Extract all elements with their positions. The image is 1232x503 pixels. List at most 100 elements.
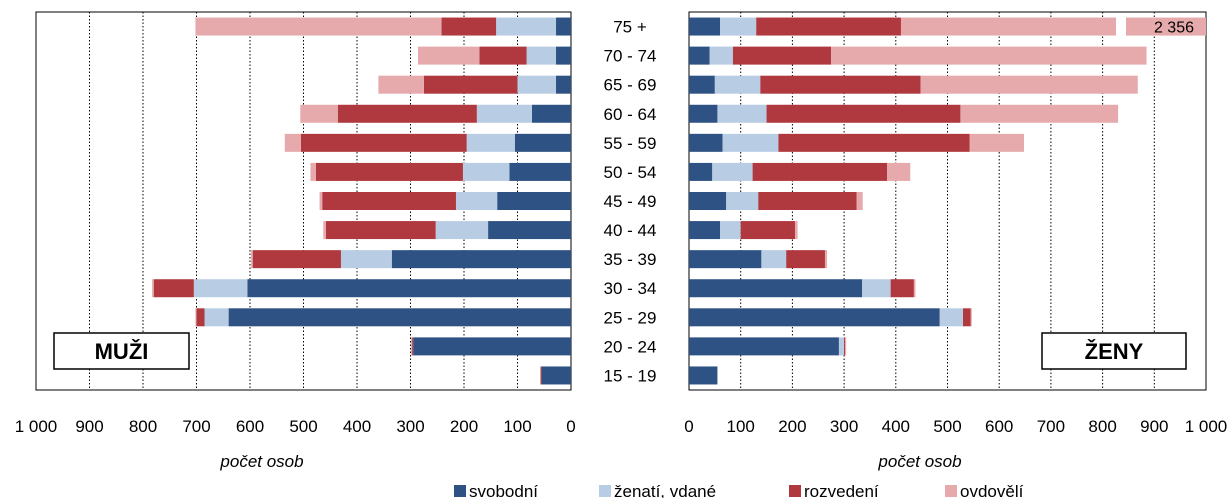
bar-men [540, 366, 542, 385]
bar-women [689, 133, 723, 152]
bar-men [514, 133, 571, 152]
bar-women [824, 250, 828, 269]
bar-men [466, 133, 515, 152]
bar-women [712, 162, 753, 181]
x-tick-label-women: 200 [778, 417, 806, 436]
bar-men [417, 46, 480, 65]
bar-men [541, 366, 571, 385]
bar-women [887, 162, 911, 181]
x-tick-label-women: 600 [985, 417, 1013, 436]
bar-men [412, 337, 414, 356]
category-label: 20 - 24 [604, 337, 657, 356]
bar-women [689, 250, 762, 269]
bar-men [556, 75, 571, 94]
legend-swatch [599, 485, 611, 497]
legend-label: ženatí, vdané [614, 482, 716, 498]
bar-women [689, 46, 710, 65]
x-tick-label-men: 100 [503, 417, 531, 436]
bar-women [761, 250, 787, 269]
x-tick-label-women: 300 [830, 417, 858, 436]
bar-men [556, 17, 571, 36]
category-label: 30 - 34 [604, 279, 657, 298]
bar-women [960, 104, 1119, 123]
bar-men [497, 192, 571, 210]
category-label: 25 - 29 [604, 308, 657, 327]
category-label: 50 - 54 [604, 163, 657, 182]
panel-label-men: MUŽI [95, 339, 149, 364]
legend-label: svobodní [469, 482, 538, 498]
bar-men [496, 17, 557, 36]
panel-label-box-women [1041, 332, 1187, 370]
bar-men [455, 192, 498, 210]
bar-women [689, 221, 721, 240]
bar-women [963, 308, 971, 327]
bar-women [689, 192, 727, 210]
bar-women [689, 75, 715, 94]
bar-men [322, 192, 456, 210]
x-axis-label-men: počet osob [219, 452, 303, 471]
x-tick-label-women: 500 [933, 417, 961, 436]
bar-men [337, 104, 477, 123]
bar-women [720, 221, 741, 240]
x-tick-label-men: 1 000 [15, 417, 58, 436]
bar-women [939, 308, 964, 327]
bar-women [740, 221, 795, 240]
bar-men [323, 221, 326, 240]
bar-men [284, 133, 301, 152]
bar-men [315, 162, 463, 181]
bar-women [689, 104, 718, 123]
bar-women [689, 308, 940, 327]
bar-women [760, 75, 921, 94]
x-tick-label-men: 0 [566, 417, 575, 436]
x-tick-label-men: 900 [75, 417, 103, 436]
bar-men [488, 221, 571, 240]
bar-women [862, 279, 891, 298]
category-label: 55 - 59 [604, 134, 657, 153]
bar-men [479, 46, 527, 65]
bar-men [435, 221, 489, 240]
bar-women [756, 17, 901, 36]
bar-women [794, 221, 798, 240]
bar-men [300, 133, 467, 152]
bar-women [766, 104, 961, 123]
x-tick-label-women: 1 000 [1185, 417, 1228, 436]
bar-women [845, 337, 847, 356]
bar-women [831, 46, 1147, 65]
bar-men [228, 308, 571, 327]
category-label: 45 - 49 [604, 192, 657, 211]
bar-men [252, 250, 341, 269]
x-tick-label-women: 400 [882, 417, 910, 436]
legend-swatch [789, 485, 801, 497]
bar-men [193, 279, 248, 298]
bar-men [462, 162, 510, 181]
bar-women [913, 279, 916, 298]
bar-women [722, 133, 779, 152]
x-tick-label-women: 800 [1088, 417, 1116, 436]
bar-men [526, 46, 557, 65]
legend-label: ovdovělí [960, 482, 1024, 498]
bar-men [340, 250, 392, 269]
bar-men [413, 337, 571, 356]
category-label: 70 - 74 [604, 47, 657, 66]
bar-women [969, 133, 1025, 152]
category-label: 65 - 69 [604, 76, 657, 95]
x-tick-label-men: 600 [236, 417, 264, 436]
x-tick-label-men: 700 [182, 417, 210, 436]
bar-women [726, 192, 759, 210]
bar-women [844, 337, 846, 356]
bar-men [325, 221, 436, 240]
bar-men [509, 162, 571, 181]
bar-women [890, 279, 914, 298]
bar-women [689, 337, 839, 356]
legend-label: rozvedení [804, 482, 879, 498]
x-tick-label-women: 700 [1037, 417, 1065, 436]
bar-men [531, 104, 571, 123]
bar-men [195, 17, 442, 36]
bar-women [689, 366, 718, 385]
bar-women [778, 133, 970, 152]
bar-women [970, 308, 972, 327]
panel-label-women: ŽENY [1085, 339, 1144, 364]
bar-men [423, 75, 518, 94]
bar-men [251, 250, 253, 269]
x-tick-label-men: 500 [289, 417, 317, 436]
